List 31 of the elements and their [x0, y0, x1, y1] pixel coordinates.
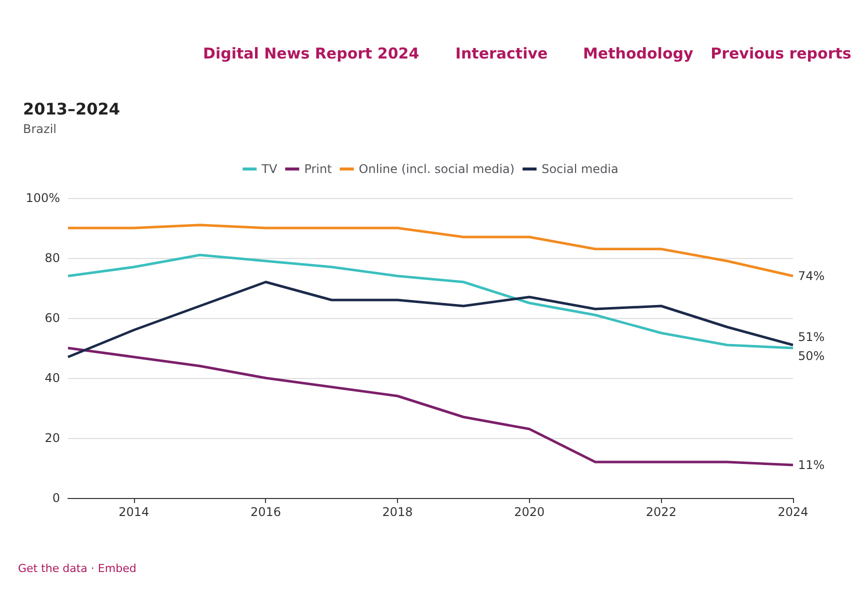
x-tick-label: 2016	[250, 505, 281, 519]
chart-title: 2013–2024	[23, 100, 120, 118]
line-series	[66, 224, 794, 278]
x-tick-label: 2018	[382, 505, 413, 519]
text: Get the data · Embed	[18, 562, 136, 575]
text: Interactive	[455, 44, 548, 62]
text: Digital News Report 2024	[203, 44, 420, 62]
y-tick-label: 80	[44, 251, 60, 265]
chart-subtitle: Brazil	[23, 122, 56, 136]
legend-label: TV	[260, 162, 278, 176]
x-tick-label: 2020	[514, 505, 545, 519]
text: Methodology	[583, 44, 694, 62]
x-tick-label: 2024	[778, 505, 808, 519]
data-label: 11%	[798, 458, 825, 472]
data-label: 51%	[798, 330, 825, 344]
legend-label: Online (incl. social media)	[358, 162, 515, 176]
text: Previous reports	[710, 44, 852, 62]
line-series	[66, 346, 794, 466]
data-label: 50%	[798, 349, 825, 363]
y-tick-label: 40	[44, 371, 60, 385]
y-tick-label: 60	[44, 311, 60, 325]
line-series	[66, 254, 794, 350]
legend-label: Print	[304, 162, 332, 176]
line-series	[66, 280, 794, 358]
legend-label: Social media	[542, 162, 618, 176]
y-tick-label: 20	[44, 431, 60, 445]
data-label: 74%	[798, 269, 825, 283]
x-tick-label: 2022	[646, 505, 676, 519]
y-tick-label: 0	[52, 491, 60, 505]
y-tick-label: 100%	[26, 191, 60, 205]
x-tick-label: 2014	[118, 505, 150, 519]
